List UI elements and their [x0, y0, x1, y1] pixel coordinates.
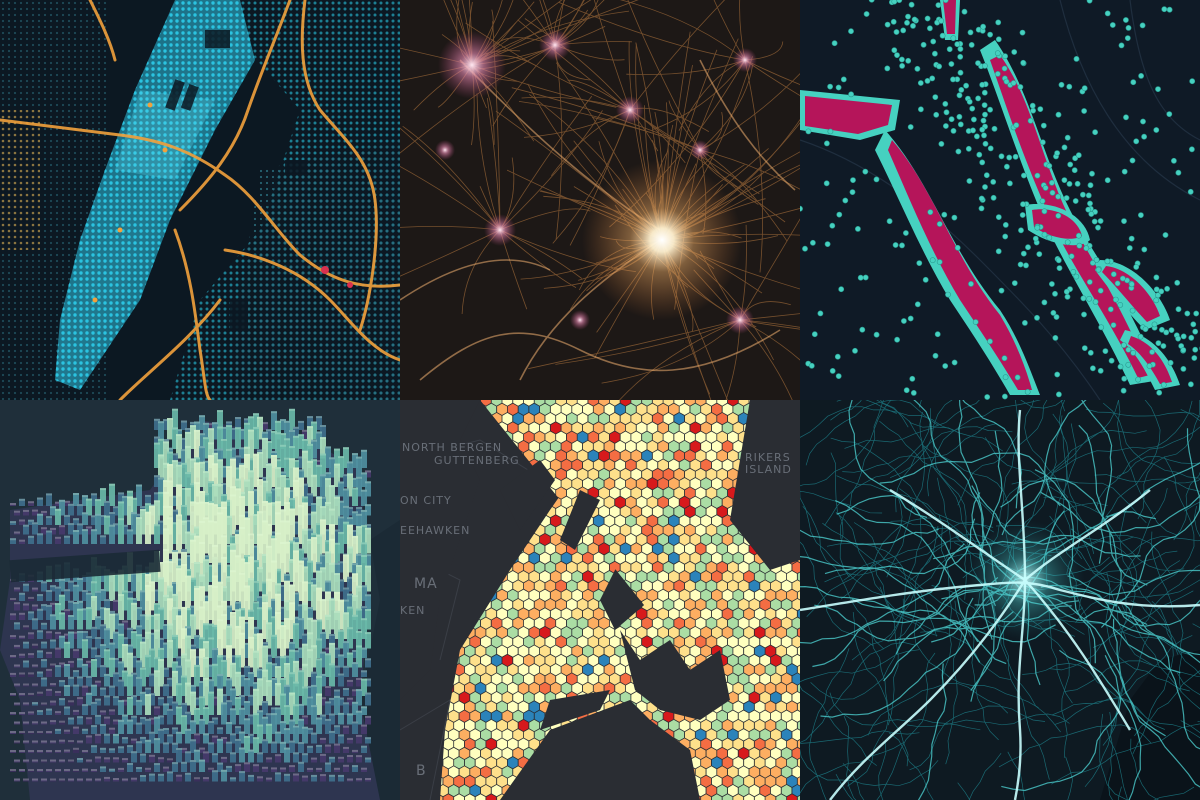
sf-extruded-columns-map — [0, 400, 400, 800]
panel-sf-hexbin-3d — [0, 400, 400, 800]
panel-road-network-trips — [800, 400, 1200, 800]
label-manhattan: MA — [414, 578, 438, 590]
panel-nyc-taxi-grid — [0, 0, 400, 400]
road-network-map — [800, 400, 1200, 800]
label-weehawken: EEHAWKEN — [400, 525, 470, 537]
label-north-bergen: NORTH BERGEN — [402, 442, 502, 454]
point-scatter-map — [800, 0, 1200, 400]
panel-nyc-hexagon-layer: NORTH BERGEN GUTTENBERG ON CITY EEHAWKEN… — [400, 400, 800, 800]
panel-flow-network — [400, 0, 800, 400]
panel-point-scatter — [800, 0, 1200, 400]
nyc-taxi-grid-map — [0, 0, 400, 400]
label-union-city: ON CITY — [400, 495, 452, 507]
label-rikers-island: RIKERS ISLAND — [745, 452, 792, 476]
flow-network-map — [400, 0, 800, 400]
label-brooklyn: B — [416, 765, 427, 777]
label-hoboken: KEN — [400, 605, 425, 617]
hub-glow-main — [582, 160, 742, 320]
label-guttenberg: GUTTENBERG — [434, 455, 520, 467]
